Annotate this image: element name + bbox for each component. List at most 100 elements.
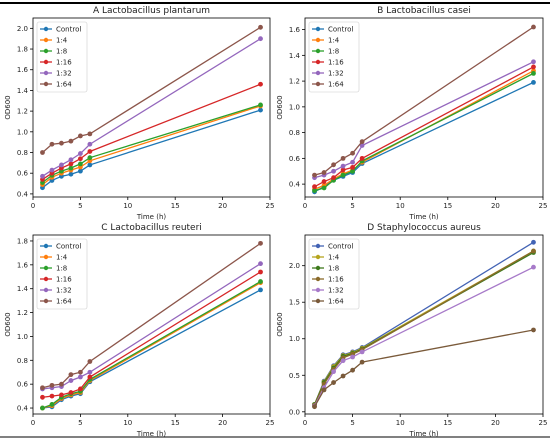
legend-swatch-marker	[315, 265, 321, 271]
data-point	[312, 188, 317, 193]
legend-entry: Control	[56, 243, 81, 251]
series-line-Control	[314, 81, 534, 193]
legend-entry: 1:8	[56, 265, 67, 273]
legend-entry: 1:32	[328, 70, 344, 78]
data-point	[312, 184, 317, 190]
legend-entry: 1:4	[56, 37, 68, 45]
chart-title: D Staphylococcus aureus	[367, 223, 481, 233]
data-point	[78, 168, 83, 174]
x-tick-label: 25	[539, 202, 548, 210]
legend-entry: Control	[328, 26, 353, 34]
data-point	[87, 374, 93, 380]
legend-entry: 1:64	[328, 298, 344, 306]
legend: Control 1:4 1:8 1:16 1:32 1:64	[308, 238, 360, 310]
legend-swatch-marker	[43, 276, 49, 282]
x-tick-label: 20	[491, 202, 500, 210]
legend: Control 1:4 1:8 1:16 1:32 1:64	[36, 21, 88, 93]
y-tick-label: 0.8	[289, 129, 300, 137]
x-tick-label: 0	[303, 202, 307, 210]
data-point	[321, 387, 327, 393]
data-point	[340, 172, 346, 178]
data-point	[49, 393, 55, 399]
x-tick-label: 5	[78, 419, 82, 427]
data-point	[68, 165, 74, 171]
legend-entry: 1:16	[56, 276, 72, 284]
y-tick-label: 1.6	[17, 66, 29, 74]
data-point	[68, 138, 74, 144]
legend-entry: 1:32	[56, 287, 72, 295]
data-point	[258, 81, 263, 87]
chart-title: B Lactobacillus casei	[377, 6, 471, 16]
data-point	[68, 157, 74, 163]
legend-swatch-marker	[315, 26, 321, 32]
legend-swatch-marker	[315, 70, 321, 76]
x-axis-label: Time (h)	[408, 430, 439, 438]
data-point	[312, 172, 317, 178]
legend-entry: 1:8	[328, 265, 339, 273]
legend-swatch-marker	[315, 276, 321, 282]
legend-entry: 1:64	[56, 298, 72, 306]
chart-panel-1: A Lactobacillus plantarum 0 5 10 15 20 25 0.4 0.…	[4, 6, 274, 221]
chart-title: C Lactobacillus reuteri	[101, 223, 202, 233]
x-tick-label: 10	[123, 202, 132, 210]
data-point	[49, 167, 55, 173]
data-point	[258, 240, 263, 246]
y-tick-label: 1.4	[17, 87, 29, 95]
data-point	[87, 162, 93, 168]
x-axis-label: Time (h)	[408, 213, 439, 221]
legend-entry: 1:8	[56, 48, 67, 56]
data-point	[78, 369, 83, 375]
data-point	[531, 59, 536, 65]
legend-entry: 1:64	[56, 81, 72, 89]
data-point	[258, 102, 263, 108]
data-point	[350, 354, 355, 360]
data-point	[78, 161, 83, 167]
data-point	[531, 239, 536, 245]
y-tick-label: 1.4	[289, 52, 301, 60]
legend: Control 1:4 1:8 1:16 1:32 1:64	[308, 21, 360, 93]
series-line-1-16	[42, 83, 261, 180]
data-point	[340, 373, 346, 379]
data-point	[40, 405, 45, 411]
legend-swatch-marker	[43, 48, 49, 54]
series-line-Control	[42, 109, 261, 189]
x-tick-label: 10	[123, 419, 132, 427]
data-point	[531, 264, 536, 270]
y-tick-label: 0.4	[17, 190, 29, 198]
plot-frame	[32, 234, 271, 415]
y-tick-label: 1.0	[17, 333, 28, 341]
legend-swatch-marker	[43, 26, 49, 32]
y-tick-label: 2.0	[289, 262, 300, 270]
y-tick-label: 1.4	[17, 285, 29, 293]
data-point	[78, 374, 83, 380]
data-point	[258, 261, 263, 267]
legend-swatch-marker	[43, 81, 49, 87]
y-tick-label: 1.6	[289, 26, 301, 34]
data-point	[258, 287, 263, 293]
legend-entry: 1:16	[328, 276, 344, 284]
y-tick-label: 1.5	[289, 299, 300, 307]
data-point	[331, 168, 336, 174]
data-point	[78, 386, 83, 392]
data-point	[87, 141, 93, 147]
y-tick-label: 0.6	[17, 170, 29, 178]
y-tick-label: 1.2	[17, 309, 28, 317]
x-tick-label: 10	[396, 419, 405, 427]
data-point	[87, 359, 93, 364]
legend-entry: 1:8	[328, 48, 339, 56]
y-axis-label: OD600	[276, 312, 284, 336]
data-point	[258, 36, 263, 42]
legend-swatch-marker	[43, 70, 49, 76]
legend-swatch-marker	[315, 59, 321, 65]
data-point	[87, 149, 93, 154]
x-tick-label: 25	[539, 419, 548, 427]
data-point	[68, 161, 74, 167]
data-point	[68, 171, 74, 177]
data-point	[68, 378, 74, 383]
chart-panel-2: B Lactobacillus casei 0 5 10 15 20 25 0.4 0.6 0.8…	[276, 6, 547, 221]
legend-entry: 1:16	[56, 59, 72, 67]
data-point	[350, 164, 355, 170]
legend-swatch-marker	[315, 298, 321, 304]
data-point	[59, 381, 64, 387]
